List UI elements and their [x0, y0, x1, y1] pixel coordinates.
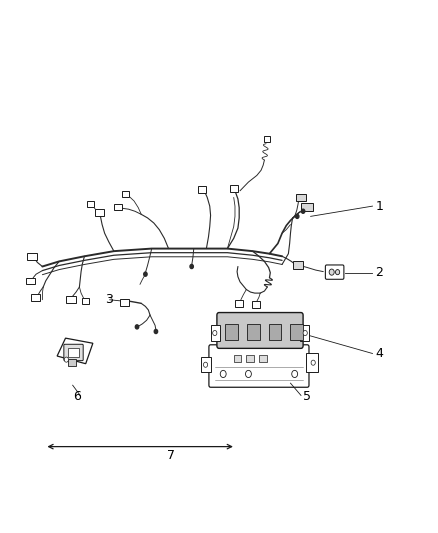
Bar: [234, 354, 241, 362]
Bar: [122, 191, 129, 197]
Bar: [230, 185, 238, 192]
Bar: [246, 354, 254, 362]
Text: 4: 4: [375, 347, 383, 360]
Circle shape: [292, 370, 298, 377]
Bar: [114, 204, 122, 211]
Bar: [27, 253, 36, 260]
Circle shape: [64, 357, 68, 362]
Bar: [68, 349, 78, 357]
Bar: [307, 353, 318, 373]
Bar: [212, 325, 220, 341]
Circle shape: [220, 370, 226, 377]
Bar: [247, 324, 260, 340]
Circle shape: [311, 360, 315, 365]
Bar: [293, 261, 303, 269]
Bar: [225, 324, 238, 340]
Circle shape: [144, 272, 147, 276]
Bar: [235, 300, 243, 306]
Bar: [297, 194, 306, 201]
Circle shape: [203, 362, 208, 367]
Text: 3: 3: [105, 293, 113, 306]
Bar: [252, 301, 260, 308]
Circle shape: [336, 270, 340, 274]
Circle shape: [154, 329, 158, 334]
Bar: [81, 298, 89, 304]
Bar: [301, 203, 313, 211]
Bar: [300, 325, 308, 341]
Text: 5: 5: [303, 391, 311, 403]
Circle shape: [296, 214, 299, 219]
Text: 1: 1: [375, 200, 383, 213]
Circle shape: [303, 330, 307, 336]
Bar: [269, 324, 281, 340]
Text: 2: 2: [375, 266, 383, 279]
FancyBboxPatch shape: [217, 312, 303, 349]
Bar: [32, 294, 40, 301]
Bar: [95, 209, 104, 216]
Bar: [198, 187, 206, 193]
Bar: [259, 354, 266, 362]
Bar: [67, 296, 76, 303]
Circle shape: [329, 269, 334, 275]
Polygon shape: [57, 338, 93, 364]
Text: 7: 7: [166, 449, 175, 462]
Text: 6: 6: [73, 391, 81, 403]
Bar: [26, 278, 35, 284]
Bar: [67, 359, 76, 366]
FancyBboxPatch shape: [325, 265, 344, 279]
Circle shape: [135, 325, 139, 329]
Circle shape: [301, 209, 305, 213]
Circle shape: [190, 264, 193, 269]
Bar: [264, 135, 270, 142]
Circle shape: [245, 370, 251, 377]
FancyBboxPatch shape: [209, 345, 309, 387]
FancyBboxPatch shape: [64, 344, 83, 361]
Bar: [290, 324, 303, 340]
Bar: [87, 201, 94, 207]
Circle shape: [213, 330, 217, 336]
Bar: [201, 357, 212, 373]
Bar: [120, 299, 129, 305]
